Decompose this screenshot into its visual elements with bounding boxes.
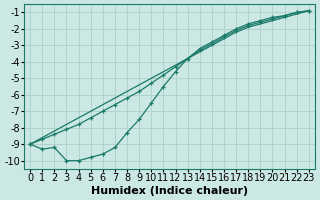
- X-axis label: Humidex (Indice chaleur): Humidex (Indice chaleur): [91, 186, 248, 196]
